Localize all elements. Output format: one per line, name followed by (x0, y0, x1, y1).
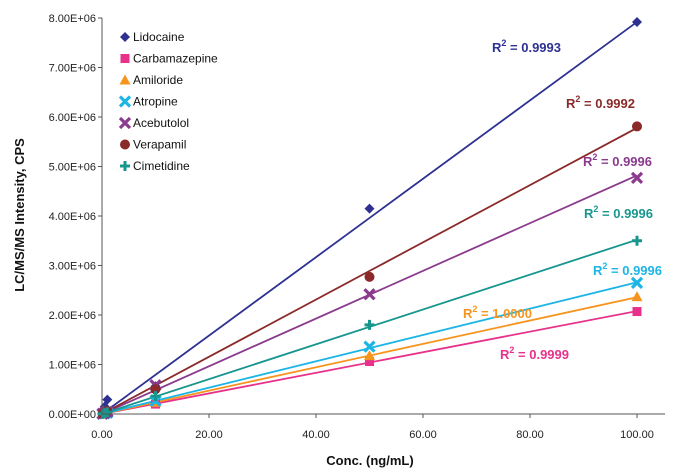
point-atropine (630, 276, 644, 289)
point-carbamazepine (365, 357, 374, 367)
y-tick-label: 3.00E+06 (49, 261, 96, 273)
legend-marker-amiloride (119, 74, 131, 85)
x-axis-ticks: 0.00 20.00 40.00 60.00 80.00 100.00 (91, 414, 654, 441)
point-cimetidine (364, 319, 375, 330)
r2-label-atropine: R2 = 0.9996 (593, 261, 662, 278)
x-axis-title: Conc. (ng/mL) (326, 453, 413, 468)
x-tick-label: 20.00 (195, 429, 223, 441)
y-tick-label: 6.00E+06 (49, 112, 96, 124)
x-tick-label: 100.00 (620, 429, 654, 441)
point-acebutolol (630, 171, 644, 185)
point-lidocaine (632, 16, 642, 27)
point-amiloride (631, 291, 643, 302)
point-atropine (363, 340, 376, 353)
legend-label-atropine: Atropine (133, 95, 178, 109)
point-carbamazepine (632, 307, 642, 317)
legend-label-cimetidine: Cimetidine (133, 159, 190, 173)
r2-label-carbamazepine: R2 = 0.9999 (500, 345, 569, 362)
y-tick-label: 4.00E+06 (49, 211, 96, 223)
point-acebutolol (363, 288, 376, 301)
r2-label-cimetidine: R2 = 0.9996 (584, 204, 653, 221)
legend-label-amiloride: Amiloride (133, 73, 183, 87)
legend-marker-lidocaine (120, 32, 130, 42)
legend-marker-acebutolol (118, 116, 132, 130)
x-tick-label: 0.00 (91, 429, 112, 441)
y-tick-label: 2.00E+06 (49, 310, 96, 322)
legend-label-verapamil: Verapamil (133, 138, 186, 152)
trendline-lidocaine (101, 21, 638, 415)
point-verapamil (364, 271, 375, 282)
legend: Lidocaine Carbamazepine Amiloride Atropine A… (118, 30, 218, 173)
point-amiloride (364, 350, 375, 361)
r2-label-lidocaine: R2 = 0.9993 (492, 38, 561, 55)
y-tick-label: 7.00E+06 (49, 63, 96, 75)
point-cimetidine (632, 235, 642, 246)
r-squared-labels: R2 = 0.9993 R2 = 0.9999 R2 = 1.0000 R2 = 0.… (463, 38, 662, 362)
point-cimetidine (102, 407, 113, 418)
trendline-verapamil (101, 127, 638, 415)
y-tick-label: 0.00E+00 (49, 409, 96, 421)
point-verapamil (632, 121, 642, 132)
legend-marker-cimetidine (120, 161, 130, 171)
point-lidocaine (364, 203, 375, 214)
y-axis-ticks: 0.00E+00 1.00E+06 2.00E+06 3.00E+06 4.00E+06… (49, 13, 102, 421)
r2-label-verapamil: R2 = 0.9992 (566, 94, 635, 111)
point-lidocaine (102, 394, 113, 405)
point-verapamil (150, 384, 161, 395)
legend-label-acebutolol: Acebutolol (133, 116, 189, 130)
legend-marker-atropine (118, 95, 132, 108)
y-tick-label: 1.00E+06 (49, 360, 96, 372)
r2-label-acebutolol: R2 = 0.9996 (583, 152, 652, 169)
legend-label-lidocaine: Lidocaine (133, 30, 185, 44)
x-tick-label: 40.00 (302, 429, 330, 441)
y-tick-label: 8.00E+06 (49, 13, 96, 25)
legend-marker-carbamazepine (120, 54, 130, 63)
legend-label-carbamazepine: Carbamazepine (133, 52, 218, 66)
point-cimetidine (150, 391, 161, 402)
x-tick-label: 60.00 (409, 429, 437, 441)
y-tick-label: 5.00E+06 (49, 162, 96, 174)
x-tick-label: 80.00 (516, 429, 544, 441)
legend-marker-verapamil (120, 139, 130, 150)
r2-label-amiloride: R2 = 1.0000 (463, 304, 532, 321)
y-axis-title: LC/MS/MS Intensity, CPS (12, 138, 27, 292)
